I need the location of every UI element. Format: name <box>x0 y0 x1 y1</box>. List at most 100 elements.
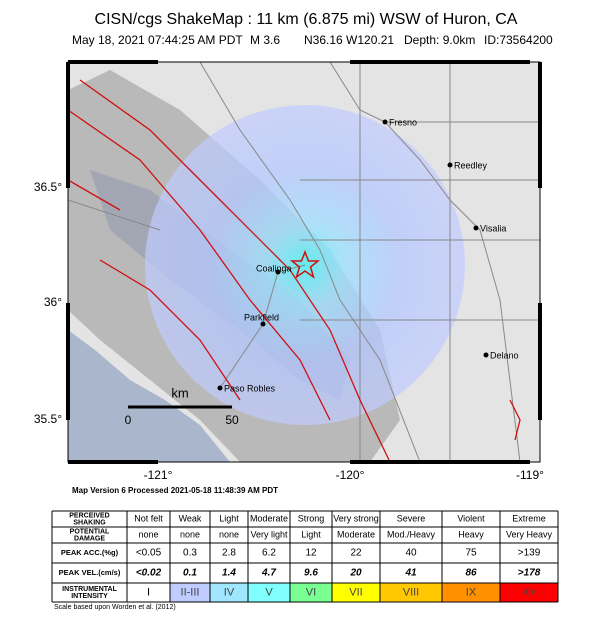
intensity-swatch <box>127 583 170 602</box>
subtitle-loc: N36.16 W120.21 <box>304 33 394 47</box>
intensity-swatch <box>380 583 442 602</box>
intensity-swatch <box>170 583 210 602</box>
lat-label: 36° <box>44 295 62 309</box>
table-cell: Not felt <box>134 513 163 523</box>
row-label: POTENTIAL <box>70 528 110 535</box>
map-frame <box>66 60 542 464</box>
table-cell: >178 <box>518 568 541 579</box>
lat-label: 36.5° <box>34 180 62 194</box>
table-cell: Very Heavy <box>506 529 553 539</box>
city-label: Fresno <box>389 117 417 127</box>
table-cell: 22 <box>350 548 362 559</box>
table-cell: 40 <box>405 548 417 559</box>
table-cell: 12 <box>305 548 317 559</box>
subtitle-mag: M 3.6 <box>250 33 280 47</box>
city-dot <box>275 269 281 275</box>
row-label: SHAKING <box>73 519 106 526</box>
table-cell: 9.6 <box>304 568 318 579</box>
table-cell: 2.8 <box>222 548 236 559</box>
row-label: PEAK VEL.(cm/s) <box>59 568 121 577</box>
city-dot <box>473 225 479 231</box>
city-dot <box>260 321 266 327</box>
city-label: Coalinga <box>256 263 292 273</box>
title: CISN/cgs ShakeMap : 11 km (6.875 mi) WSW… <box>95 11 518 28</box>
subtitle: May 18, 2021 07:44:25 AM PDT M 3.6 N36.1… <box>72 33 553 47</box>
table-cell: Violent <box>457 513 485 523</box>
epicenter <box>289 249 321 279</box>
intensity-swatch <box>442 583 500 602</box>
table-cell: Very light <box>250 529 288 539</box>
table-cell: none <box>180 529 200 539</box>
axis-labels: 36.5° 36° 35.5° -121° -120° -119° <box>34 180 544 482</box>
table-cell: VI <box>306 586 316 598</box>
map: Fresno Reedley Visalia Coalinga Parkfiel… <box>68 62 540 462</box>
frame-tick <box>538 62 542 188</box>
row-label: DAMAGE <box>74 535 105 542</box>
table-cell: I <box>147 586 150 598</box>
frame-tick <box>68 460 158 464</box>
table-cell: Extreme <box>512 513 546 523</box>
row-label: INSTRUMENTAL <box>62 586 117 593</box>
frame-tick <box>66 62 70 188</box>
city-dot <box>483 352 489 358</box>
subtitle-id: ID:73564200 <box>484 33 553 47</box>
table-cell: Strong <box>298 513 325 523</box>
table-cell: VIII <box>403 586 420 598</box>
intensity-swatch <box>248 583 290 602</box>
table-cell: 20 <box>349 568 362 579</box>
version: Map Version 6 Processed 2021-05-18 11:48… <box>72 486 278 495</box>
footnote: Scale based upon Worden et al. (2012) <box>54 604 176 611</box>
lat-label: 35.5° <box>34 412 62 426</box>
table-cell: X+ <box>522 586 536 598</box>
table-cell: <0.02 <box>136 568 162 579</box>
table-cell: IX <box>466 586 477 598</box>
table-cell: Very strong <box>333 513 379 523</box>
table-cell: 6.2 <box>262 548 276 559</box>
subtitle-depth: Depth: 9.0km <box>404 33 475 47</box>
scale-start: 0 <box>125 413 132 427</box>
table-cell: 1.4 <box>222 568 236 579</box>
lon-label: -121° <box>144 468 173 482</box>
table-cell: IV <box>224 586 235 598</box>
table-cell: V <box>265 586 273 598</box>
row-label: PEAK ACC.(%g) <box>61 548 119 557</box>
table-cell: none <box>219 529 239 539</box>
table-cell: 41 <box>404 568 417 579</box>
table-cell: Moderate <box>337 529 375 539</box>
lon-label: -120° <box>336 468 365 482</box>
city-label: Visalia <box>480 223 506 233</box>
scale-unit: km <box>171 385 188 400</box>
city-label: Reedley <box>454 160 488 170</box>
table-cell: none <box>138 529 158 539</box>
frame-border <box>67 61 541 463</box>
city-dot <box>382 119 388 125</box>
table-cell: II-III <box>181 586 200 598</box>
table-cell: 0.3 <box>183 548 197 559</box>
table-cell: Light <box>219 513 239 523</box>
frame-tick <box>350 60 530 64</box>
intensity-swatch <box>500 583 558 602</box>
table-cell: 86 <box>465 568 477 579</box>
row-label: INTENSITY <box>71 593 108 600</box>
table-cell: >139 <box>518 548 541 559</box>
table-cell: Heavy <box>458 529 484 539</box>
table-cell: <0.05 <box>136 548 162 559</box>
intensity-swatch <box>210 583 248 602</box>
table-cell: Moderate <box>250 513 288 523</box>
frame-tick <box>350 460 530 464</box>
table-cell: Light <box>301 529 321 539</box>
table-cell: Mod./Heavy <box>387 529 436 539</box>
subtitle-date: May 18, 2021 07:44:25 AM PDT <box>72 33 243 47</box>
faults <box>68 79 521 462</box>
table-cell: Severe <box>397 513 426 523</box>
scale-end: 50 <box>225 413 239 427</box>
roads <box>68 62 540 462</box>
ocean <box>68 330 230 462</box>
frame-tick <box>538 303 542 420</box>
table-cell: VII <box>349 586 362 598</box>
table-cell: Weak <box>179 513 202 523</box>
row-label: PERCEIVED <box>69 512 109 519</box>
city-dot <box>217 385 223 391</box>
